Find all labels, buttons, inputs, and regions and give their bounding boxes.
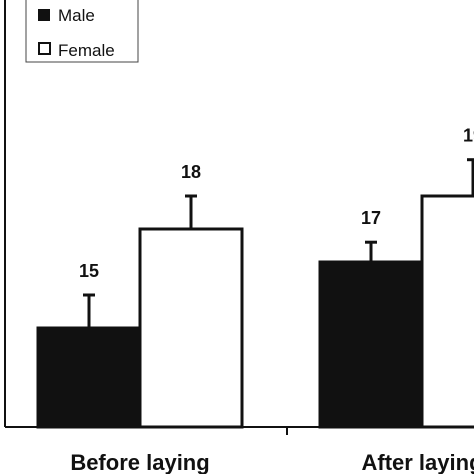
data-label: 15 <box>79 261 99 281</box>
legend: Male Female <box>25 0 139 63</box>
bar-female <box>420 194 474 429</box>
legend-label-female: Female <box>58 41 115 60</box>
legend-swatch-female <box>38 42 51 55</box>
bar-male <box>36 326 142 429</box>
bar-female <box>138 227 244 429</box>
data-label: 19 <box>463 126 474 146</box>
bar-male <box>318 260 424 429</box>
data-label: 17 <box>361 208 381 228</box>
legend-swatch-male <box>38 9 50 21</box>
x-tick-label: Before laying <box>70 450 209 474</box>
legend-label-male: Male <box>58 6 95 25</box>
data-label: 18 <box>181 162 201 182</box>
x-tick-label: After laying <box>361 450 474 474</box>
plot-area: 15 18 17 19 Before laying After laying <box>4 0 474 474</box>
